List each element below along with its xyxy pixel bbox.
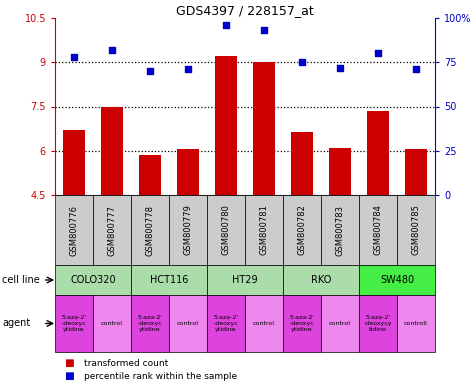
Text: GSM800777: GSM800777 [107, 205, 116, 255]
Text: HCT116: HCT116 [150, 275, 188, 285]
Text: agent: agent [2, 318, 30, 328]
Bar [63, 130, 86, 328]
Text: HT29: HT29 [232, 275, 258, 285]
Text: controll: controll [404, 321, 428, 326]
Text: GSM800783: GSM800783 [335, 205, 344, 255]
Text: cell line: cell line [2, 275, 40, 285]
Text: 5-aza-2'
-deoxyc
ytidine: 5-aza-2' -deoxyc ytidine [137, 315, 162, 332]
Text: 5-aza-2'
-deoxyc
ytidine: 5-aza-2' -deoxyc ytidine [61, 315, 86, 332]
Text: GSM800784: GSM800784 [373, 205, 382, 255]
Text: GSM800785: GSM800785 [411, 205, 420, 255]
Text: ■: ■ [65, 371, 74, 381]
Bar [253, 62, 276, 328]
Bar [367, 111, 389, 328]
Text: control: control [253, 321, 275, 326]
Point [336, 65, 344, 71]
Text: 5-aza-2'
-deoxycy
tidine: 5-aza-2' -deoxycy tidine [364, 315, 392, 332]
Text: RKO: RKO [311, 275, 331, 285]
Text: SW480: SW480 [380, 275, 414, 285]
Text: ■: ■ [65, 358, 74, 368]
Title: GDS4397 / 228157_at: GDS4397 / 228157_at [176, 4, 314, 17]
Text: control: control [177, 321, 199, 326]
Text: percentile rank within the sample: percentile rank within the sample [84, 372, 237, 381]
Text: GSM800782: GSM800782 [297, 205, 306, 255]
Text: GSM800778: GSM800778 [145, 205, 154, 255]
Point [412, 66, 420, 73]
Text: control: control [101, 321, 123, 326]
Point [298, 59, 306, 65]
Bar [291, 132, 314, 328]
Point [146, 68, 154, 74]
Text: transformed count: transformed count [84, 359, 168, 367]
Text: 5-aza-2'
-deoxyc
ytidine: 5-aza-2' -deoxyc ytidine [289, 315, 314, 332]
Text: GSM800776: GSM800776 [69, 205, 78, 255]
Bar [405, 149, 428, 328]
Bar [139, 155, 162, 328]
Text: control: control [329, 321, 351, 326]
Text: GSM800781: GSM800781 [259, 205, 268, 255]
Bar [177, 149, 199, 328]
Bar [215, 56, 238, 328]
Point [222, 22, 230, 28]
Point [184, 66, 192, 73]
Point [260, 27, 268, 33]
Point [108, 47, 116, 53]
Text: GSM800779: GSM800779 [183, 205, 192, 255]
Text: 5-aza-2'
-deoxyc
ytidine: 5-aza-2' -deoxyc ytidine [213, 315, 238, 332]
Point [374, 50, 382, 56]
Point [70, 54, 78, 60]
Text: COLO320: COLO320 [70, 275, 116, 285]
Text: GSM800780: GSM800780 [221, 205, 230, 255]
Bar [101, 106, 124, 328]
Bar [329, 148, 352, 328]
